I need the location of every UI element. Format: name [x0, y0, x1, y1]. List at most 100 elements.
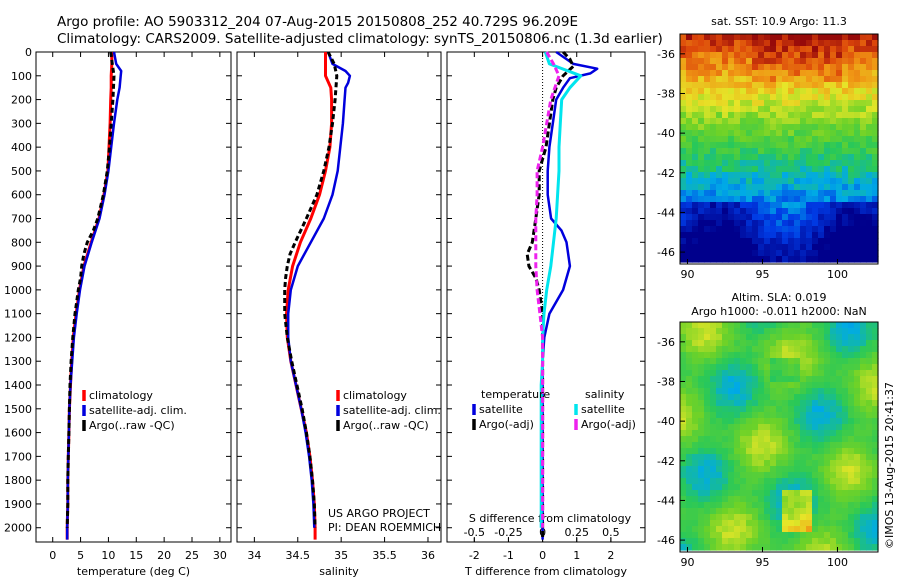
map-cell [872, 106, 879, 113]
map-cell [860, 334, 867, 341]
map-cell [812, 490, 819, 497]
map-cell [818, 394, 825, 401]
map-cell [854, 460, 861, 467]
map-cell [704, 238, 711, 245]
map-cell [866, 484, 873, 491]
map-cell [818, 388, 825, 395]
map-cell [842, 466, 849, 473]
map-cell [860, 496, 867, 503]
map-cell [842, 76, 849, 83]
map-cell [818, 370, 825, 377]
map-cell [770, 202, 777, 209]
map-cell [770, 220, 777, 227]
map-cell [854, 136, 861, 143]
map-cell [752, 64, 759, 71]
map-cell [710, 214, 717, 221]
map-cell [842, 100, 849, 107]
depth-tick-label: 1400 [4, 379, 32, 392]
map-cell [854, 190, 861, 197]
map-cell [698, 322, 705, 329]
map-cell [848, 490, 855, 497]
map-cell [722, 508, 729, 515]
map-cell [818, 490, 825, 497]
map-cell [824, 196, 831, 203]
map-cell [758, 406, 765, 413]
map-cell [830, 250, 837, 257]
map-cell [818, 196, 825, 203]
map-cell [680, 334, 687, 341]
map-cell [698, 34, 705, 41]
map-cell [686, 388, 693, 395]
map-cell [782, 142, 789, 149]
map-cell [710, 532, 717, 539]
map-cell [800, 328, 807, 335]
legend-title-salinity: salinity [585, 388, 625, 401]
map-cell [818, 346, 825, 353]
map-cell [800, 502, 807, 509]
map-cell [836, 70, 843, 77]
map-cell [734, 220, 741, 227]
map-cell [770, 172, 777, 179]
map-cell [734, 448, 741, 455]
map-cell [872, 232, 879, 239]
map-cell [872, 136, 879, 143]
map-cell [788, 118, 795, 125]
map-cell [782, 544, 789, 551]
map-cell [812, 172, 819, 179]
map-cell [806, 94, 813, 101]
map-cell [848, 136, 855, 143]
map-cell [824, 70, 831, 77]
map-cell [848, 424, 855, 431]
map-cell [848, 148, 855, 155]
map-cell [740, 256, 747, 263]
map-cell [776, 382, 783, 389]
map-cell [842, 376, 849, 383]
map-cell [788, 442, 795, 449]
map-cell [782, 538, 789, 545]
map-cell [848, 46, 855, 53]
map-cell [788, 526, 795, 533]
map-cell [818, 238, 825, 245]
map-cell [800, 532, 807, 539]
map-cell [812, 256, 819, 263]
map-cell [842, 472, 849, 479]
map-cell [728, 160, 735, 167]
map-cell [680, 46, 687, 53]
map-cell [740, 334, 747, 341]
map-cell [686, 100, 693, 107]
map-cell [698, 226, 705, 233]
map-cell [680, 118, 687, 125]
map-cell [872, 40, 879, 47]
map-cell [686, 238, 693, 245]
map-cell [698, 166, 705, 173]
map-cell [812, 334, 819, 341]
map-cell [794, 94, 801, 101]
map-cell [842, 106, 849, 113]
map-cell [758, 184, 765, 191]
map-cell [758, 34, 765, 41]
map-cell [734, 334, 741, 341]
map-cell [860, 244, 867, 251]
map-cell [776, 208, 783, 215]
map-cell [860, 364, 867, 371]
map-cell [866, 532, 873, 539]
map-cell [716, 502, 723, 509]
map-cell [698, 376, 705, 383]
map-cell [764, 352, 771, 359]
map-cell [872, 502, 879, 509]
map-cell [836, 226, 843, 233]
map-cell [746, 400, 753, 407]
map-cell [794, 340, 801, 347]
map-cell [752, 202, 759, 209]
map-cell [734, 34, 741, 41]
map-cell [692, 124, 699, 131]
map-cell [704, 220, 711, 227]
s-tick-label: 0.25 [564, 526, 589, 539]
map-cell [716, 322, 723, 329]
map-cell [794, 454, 801, 461]
map-cell [704, 352, 711, 359]
map-cell [740, 238, 747, 245]
map-cell [872, 142, 879, 149]
map-cell [830, 112, 837, 119]
map-cell [692, 448, 699, 455]
